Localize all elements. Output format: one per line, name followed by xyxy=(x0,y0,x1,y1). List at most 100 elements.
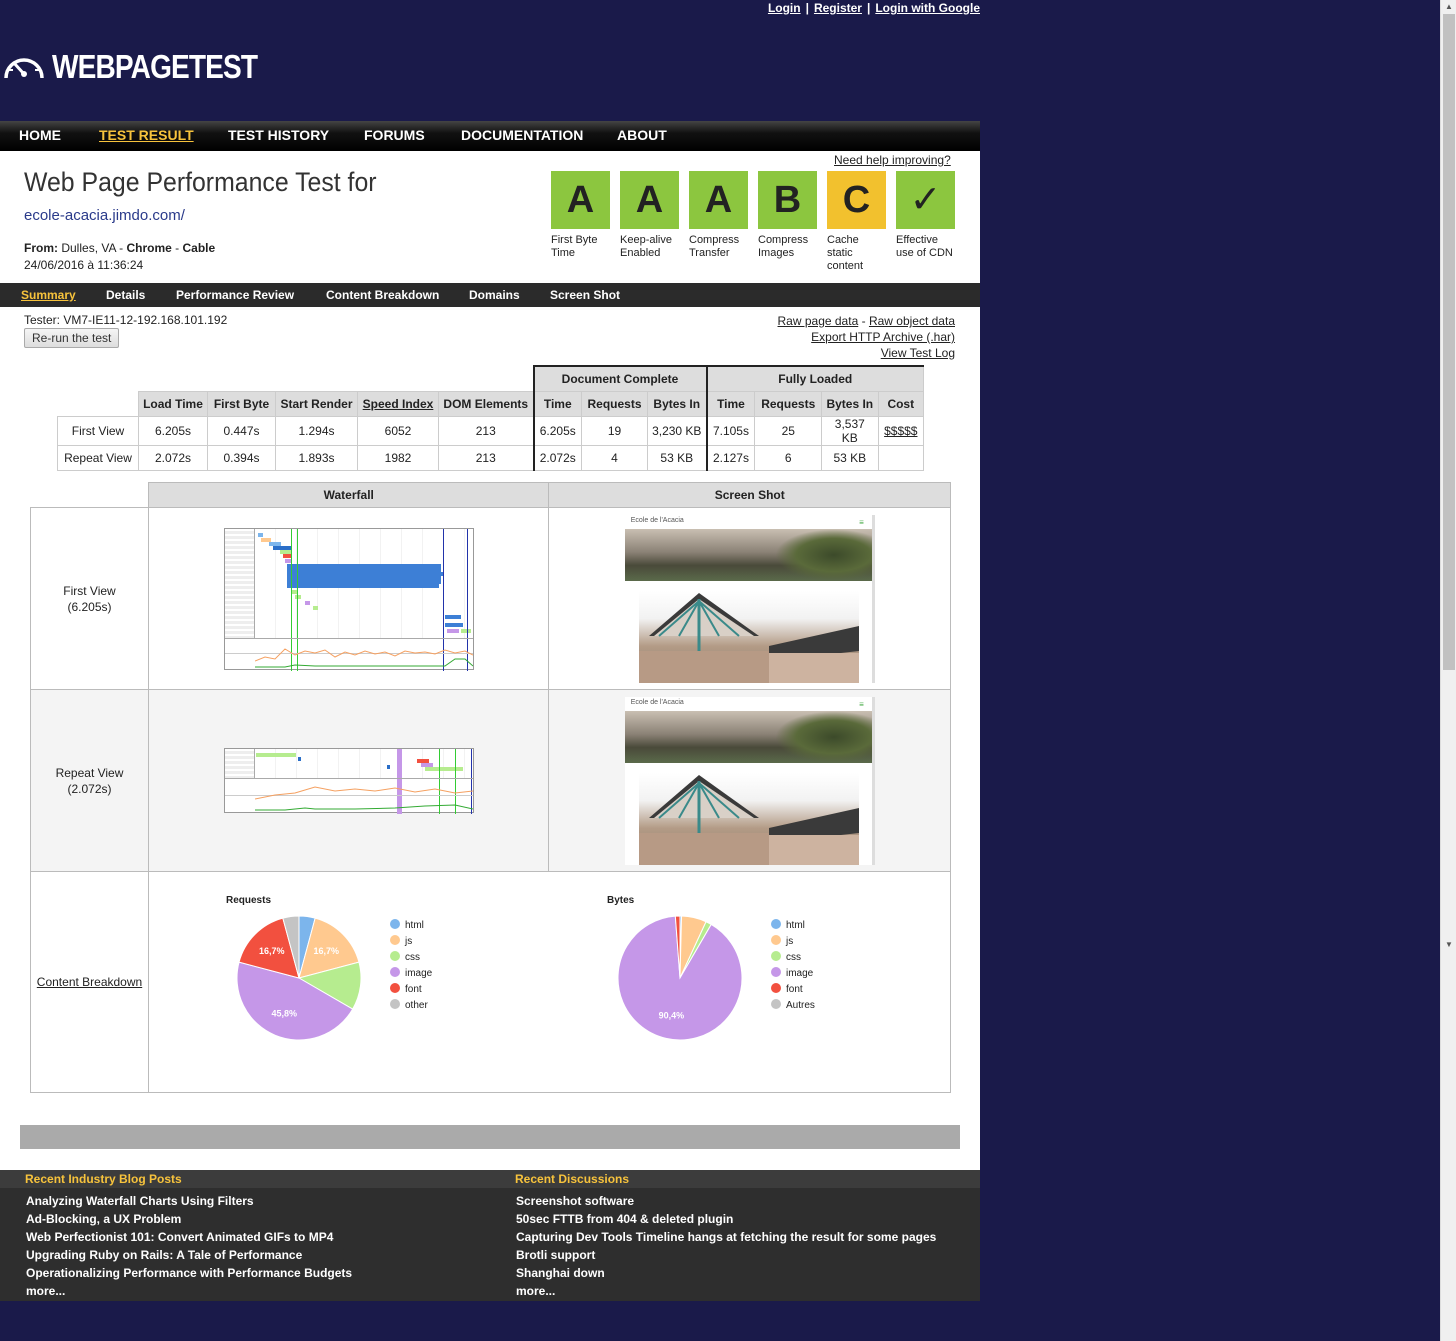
legend-item[interactable]: css xyxy=(771,950,815,966)
list-item[interactable]: 50sec FTTB from 404 & deleted plugin xyxy=(516,1212,734,1226)
repeat-view-label: Repeat View (2.072s) xyxy=(30,689,149,872)
list-item[interactable]: Upgrading Ruby on Rails: A Tale of Perfo… xyxy=(26,1248,303,1262)
building-photo xyxy=(638,592,859,683)
legend-item[interactable]: font xyxy=(771,982,815,998)
grade-cdn[interactable]: ✓ Effective use of CDN xyxy=(896,171,955,260)
result-tabs: Summary Details Performance Review Conte… xyxy=(0,283,980,307)
first-view-waterfall-cell[interactable] xyxy=(147,507,550,690)
grade-compress-transfer[interactable]: A Compress Transfer xyxy=(689,171,748,260)
waterfall-header: Waterfall xyxy=(147,482,550,508)
requests-legend: html js css image font other xyxy=(390,918,432,1014)
tab-content-breakdown[interactable]: Content Breakdown xyxy=(326,288,440,302)
grade-keep-alive[interactable]: A Keep-alive Enabled xyxy=(620,171,679,260)
hamburger-menu-icon: ≡ xyxy=(859,699,864,709)
list-item[interactable]: Web Perfectionist 101: Convert Animated … xyxy=(26,1230,334,1244)
scroll-down-arrow-icon[interactable]: ▼ xyxy=(1445,940,1453,949)
speed-index-link[interactable]: Speed Index xyxy=(357,390,439,417)
list-item[interactable]: Brotli support xyxy=(516,1248,596,1262)
export-har-link[interactable]: Export HTTP Archive (.har) xyxy=(811,330,955,344)
grade-first-byte[interactable]: A First Byte Time xyxy=(551,171,610,260)
nav-test-history[interactable]: TEST HISTORY xyxy=(228,127,330,143)
webpagetest-logo[interactable]: WEBPAGETEST xyxy=(2,48,293,85)
list-item[interactable]: Capturing Dev Tools Timeline hangs at fe… xyxy=(516,1230,937,1244)
pie-slice-image[interactable] xyxy=(236,961,354,1041)
list-item[interactable]: Analyzing Waterfall Charts Using Filters xyxy=(26,1194,254,1208)
results-table: Document Complete Fully Loaded Load Time… xyxy=(57,365,925,471)
grade-cache-static[interactable]: C Cache static content xyxy=(827,171,886,273)
tab-domains[interactable]: Domains xyxy=(469,288,520,302)
pie-slice-image[interactable] xyxy=(617,915,743,1041)
cost-link[interactable]: $$$$$ xyxy=(877,415,925,446)
blog-posts-list: Analyzing Waterfall Charts Using Filters… xyxy=(26,1192,352,1300)
test-location: From: Dulles, VA - Chrome - Cable xyxy=(24,241,216,255)
fully-loaded-header: Fully Loaded xyxy=(705,365,924,392)
legend-item[interactable]: js xyxy=(771,934,815,950)
tab-summary[interactable]: Summary xyxy=(21,288,76,302)
legend-item[interactable]: Autres xyxy=(771,998,815,1014)
first-view-waterfall-thumbnail[interactable] xyxy=(223,527,474,671)
tab-details[interactable]: Details xyxy=(106,288,146,302)
register-link[interactable]: Register xyxy=(813,1,862,15)
main-nav: HOME TEST RESULT TEST HISTORY FORUMS DOC… xyxy=(0,121,980,151)
nav-test-result[interactable]: TEST RESULT xyxy=(99,127,194,143)
first-view-label: First View (6.205s) xyxy=(30,507,149,690)
pie-slice-other[interactable] xyxy=(282,915,300,979)
repeat-view-waterfall-thumbnail[interactable] xyxy=(223,748,474,814)
login-google-link[interactable]: Login with Google xyxy=(875,1,980,15)
first-view-screenshot-thumbnail[interactable]: Ecole de l'Acacia ≡ xyxy=(624,514,875,683)
pie-data-label: 45,8% xyxy=(272,1009,298,1019)
pie-slice-font[interactable] xyxy=(238,917,300,979)
rerun-test-button[interactable]: Re-run the test xyxy=(24,328,120,348)
tester-info: Tester: VM7-IE11-12-192.168.101.192 xyxy=(24,313,228,327)
repeat-view-waterfall-cell[interactable] xyxy=(147,689,550,872)
more-link[interactable]: more... xyxy=(516,1284,556,1298)
requests-pie-chart: 16,7% 45,8% 16,7% xyxy=(236,915,362,1041)
footer: Recent Industry Blog Posts Recent Discus… xyxy=(0,1170,980,1301)
screenshot-header: Screen Shot xyxy=(548,482,951,508)
speedometer-icon xyxy=(4,58,44,79)
tested-url-link[interactable]: ecole-acacia.jimdo.com/ xyxy=(24,207,185,224)
legend-item[interactable]: font xyxy=(390,982,432,998)
repeat-view-screenshot-cell[interactable]: Ecole de l'Acacia ≡ xyxy=(548,689,951,872)
list-item[interactable]: Operationalizing Performance with Perfor… xyxy=(26,1266,353,1280)
grade-compress-images[interactable]: B Compress Images xyxy=(758,171,817,260)
login-link[interactable]: Login xyxy=(767,1,801,15)
raw-page-data-link[interactable]: Raw page data xyxy=(777,314,859,328)
legend-item[interactable]: other xyxy=(390,998,432,1014)
vertical-scrollbar[interactable]: ▲ ▼ xyxy=(1440,0,1456,1341)
discussions-title: Recent Discussions xyxy=(515,1172,630,1186)
raw-data-links: Raw page data - Raw object data Export H… xyxy=(777,314,955,360)
tab-screen-shot[interactable]: Screen Shot xyxy=(550,288,621,302)
document-complete-header: Document Complete xyxy=(532,365,707,392)
view-test-log-link[interactable]: View Test Log xyxy=(880,346,955,360)
bytes-legend: html js css image font Autres xyxy=(771,918,815,1014)
list-item[interactable]: Ad-Blocking, a UX Problem xyxy=(26,1212,182,1226)
nav-documentation[interactable]: DOCUMENTATION xyxy=(461,127,584,143)
raw-object-data-link[interactable]: Raw object data xyxy=(868,314,955,328)
legend-item[interactable]: image xyxy=(390,966,432,982)
scroll-thumb[interactable] xyxy=(1443,14,1455,670)
logo-text: WEBPAGETEST xyxy=(52,48,258,85)
bytes-pie-chart: 90,4% xyxy=(617,915,743,1041)
pie-slice-js[interactable] xyxy=(298,917,360,979)
repeat-view-screenshot-thumbnail[interactable]: Ecole de l'Acacia ≡ xyxy=(624,696,875,865)
more-link[interactable]: more... xyxy=(26,1284,66,1298)
need-help-link[interactable]: Need help improving? xyxy=(834,153,951,167)
legend-item[interactable]: js xyxy=(390,934,432,950)
list-item[interactable]: Screenshot software xyxy=(516,1194,635,1208)
tab-performance-review[interactable]: Performance Review xyxy=(176,288,295,302)
legend-item[interactable]: html xyxy=(771,918,815,934)
legend-item[interactable]: html xyxy=(390,918,432,934)
scroll-up-arrow-icon[interactable]: ▲ xyxy=(1445,2,1453,11)
legend-item[interactable]: css xyxy=(390,950,432,966)
nav-home[interactable]: HOME xyxy=(19,127,61,143)
building-photo xyxy=(638,774,859,865)
content-breakdown-link[interactable]: Content Breakdown xyxy=(36,975,143,989)
list-item[interactable]: Shanghai down xyxy=(516,1266,605,1280)
pie-slice-font[interactable] xyxy=(674,915,681,979)
legend-item[interactable]: image xyxy=(771,966,815,982)
nav-forums[interactable]: FORUMS xyxy=(364,127,425,143)
first-view-screenshot-cell[interactable]: Ecole de l'Acacia ≡ xyxy=(548,507,951,690)
nav-about[interactable]: ABOUT xyxy=(617,127,667,143)
cpu-bandwidth-graph xyxy=(254,786,473,811)
